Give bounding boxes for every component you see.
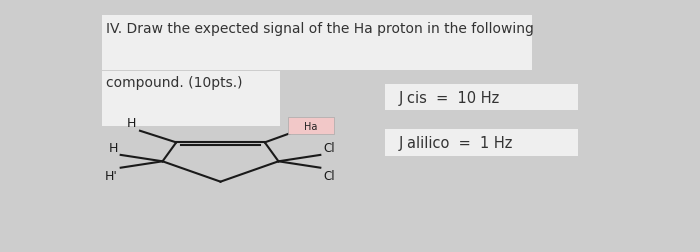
Text: Cl: Cl [323,141,335,154]
Text: IV. Draw the expected signal of the Ha proton in the following: IV. Draw the expected signal of the Ha p… [106,21,534,35]
Text: Cl: Cl [323,169,335,182]
FancyBboxPatch shape [102,72,280,126]
FancyBboxPatch shape [385,84,578,111]
Text: Ha: Ha [304,121,318,131]
Text: H: H [108,141,118,154]
FancyBboxPatch shape [385,130,578,156]
Text: J cis  =  10 Hz: J cis = 10 Hz [399,90,500,105]
Text: compound. (10pts.): compound. (10pts.) [106,76,243,89]
Text: J alilico  =  1 Hz: J alilico = 1 Hz [399,136,513,150]
FancyBboxPatch shape [288,118,334,134]
FancyBboxPatch shape [102,16,532,71]
Text: H': H' [105,169,118,182]
Text: H: H [127,116,136,129]
